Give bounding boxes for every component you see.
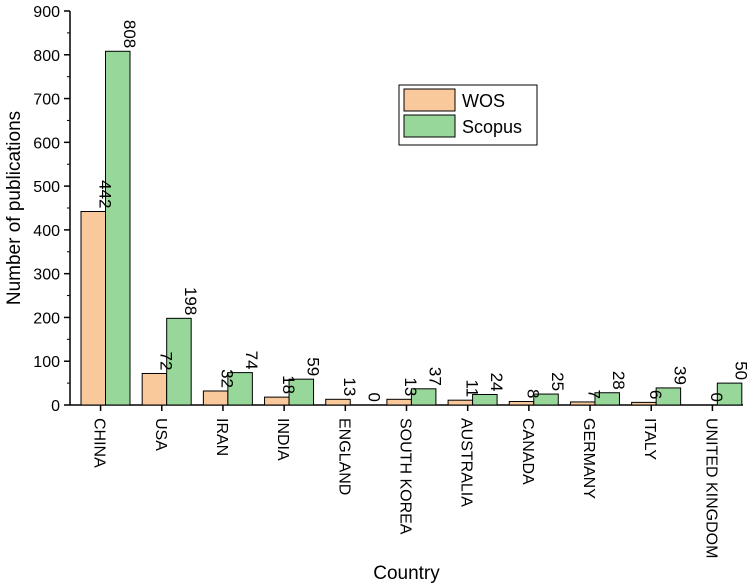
bar-scopus-south-korea bbox=[410, 388, 437, 406]
x-tick-label: INDIA bbox=[274, 418, 291, 461]
bar-wos-china bbox=[80, 211, 106, 406]
x-tick-label: ENGLAND bbox=[335, 418, 352, 495]
data-label: 18 bbox=[279, 375, 298, 394]
data-label: 50 bbox=[732, 361, 751, 380]
data-label: 25 bbox=[548, 372, 567, 391]
bar-wos-usa bbox=[141, 372, 168, 406]
bar-wos-india bbox=[264, 396, 290, 406]
data-label: 37 bbox=[426, 367, 445, 386]
bar-wos-italy bbox=[631, 401, 657, 406]
y-tick-label: 300 bbox=[33, 267, 60, 284]
y-tick-label: 700 bbox=[33, 92, 60, 109]
x-tick-label: AUSTRALIA bbox=[458, 418, 475, 507]
data-label: 74 bbox=[242, 351, 261, 370]
x-tick-label: SOUTH KOREA bbox=[397, 418, 414, 535]
legend-label-wos: WOS bbox=[462, 91, 505, 111]
data-label: 32 bbox=[218, 369, 237, 388]
bar-scopus-australia bbox=[472, 393, 498, 406]
data-label: 6 bbox=[646, 390, 665, 399]
y-tick-label: 400 bbox=[33, 223, 60, 240]
bar-scopus-united-kingdom bbox=[716, 382, 743, 406]
bar-scopus-germany bbox=[594, 392, 620, 406]
data-label: 24 bbox=[487, 373, 506, 392]
y-axis-ticks: 0 100 200 300 400 500 600 700 800 900 bbox=[33, 4, 70, 415]
y-tick-label: 800 bbox=[33, 48, 60, 65]
data-label: 11 bbox=[462, 380, 481, 398]
data-label: 13 bbox=[401, 377, 420, 396]
data-labels: 442 72 32 18 13 13 11 8 7 6 0 808 198 74 59 0 37 24 25 28 39… bbox=[95, 20, 750, 402]
bar-wos-germany bbox=[569, 401, 596, 406]
data-label: 8 bbox=[524, 389, 543, 398]
y-tick-label: 500 bbox=[33, 179, 60, 196]
x-tick-label: GERMANY bbox=[580, 418, 597, 499]
data-label: 28 bbox=[609, 371, 628, 390]
bar-wos-england bbox=[325, 398, 351, 406]
legend-swatch-wos bbox=[403, 88, 456, 112]
data-label: 39 bbox=[670, 366, 689, 385]
x-axis-ticks: CHINA USA IRAN INDIA ENGLAND SOUTH KOREA AUSTR… bbox=[91, 405, 719, 558]
x-tick-label: IRAN bbox=[213, 418, 230, 456]
y-tick-label: 600 bbox=[33, 135, 60, 152]
legend-swatch-scopus bbox=[403, 114, 456, 138]
x-tick-label: UNITED KINGDOM bbox=[702, 418, 719, 558]
data-label: 442 bbox=[95, 180, 114, 208]
y-axis-title: Number of publications bbox=[4, 111, 25, 305]
bar-wos-canada bbox=[508, 400, 535, 406]
bar-scopus-italy bbox=[655, 387, 682, 406]
x-tick-label: USA bbox=[152, 418, 169, 451]
x-tick-label: ITALY bbox=[641, 418, 658, 460]
data-label: 0 bbox=[364, 393, 383, 402]
y-tick-label: 0 bbox=[51, 398, 60, 415]
x-tick-label: CANADA bbox=[519, 418, 536, 485]
bar-scopus-usa bbox=[166, 317, 192, 406]
bar-wos-iran bbox=[202, 390, 229, 406]
data-label: 0 bbox=[707, 393, 726, 402]
x-axis-title: Country bbox=[373, 563, 440, 584]
bar-scopus-iran bbox=[227, 372, 253, 406]
data-label: 13 bbox=[340, 377, 359, 396]
y-tick-label: 200 bbox=[33, 310, 60, 327]
bar-wos-south-korea bbox=[386, 398, 412, 406]
data-label: 198 bbox=[181, 287, 200, 315]
bar-scopus-china bbox=[105, 50, 131, 406]
data-label: 808 bbox=[120, 20, 139, 48]
legend: WOS Scopus bbox=[398, 84, 538, 146]
bar-scopus-india bbox=[288, 378, 315, 406]
bars bbox=[80, 50, 743, 406]
bar-scopus-canada bbox=[533, 393, 559, 406]
x-tick-label: CHINA bbox=[91, 418, 108, 468]
bar-wos-australia bbox=[447, 399, 474, 406]
data-label: 59 bbox=[303, 357, 322, 376]
legend-label-scopus: Scopus bbox=[462, 117, 522, 137]
y-tick-label: 900 bbox=[33, 4, 60, 21]
data-label: 72 bbox=[156, 352, 175, 371]
data-label: 7 bbox=[585, 389, 604, 398]
y-tick-label: 100 bbox=[33, 354, 60, 371]
